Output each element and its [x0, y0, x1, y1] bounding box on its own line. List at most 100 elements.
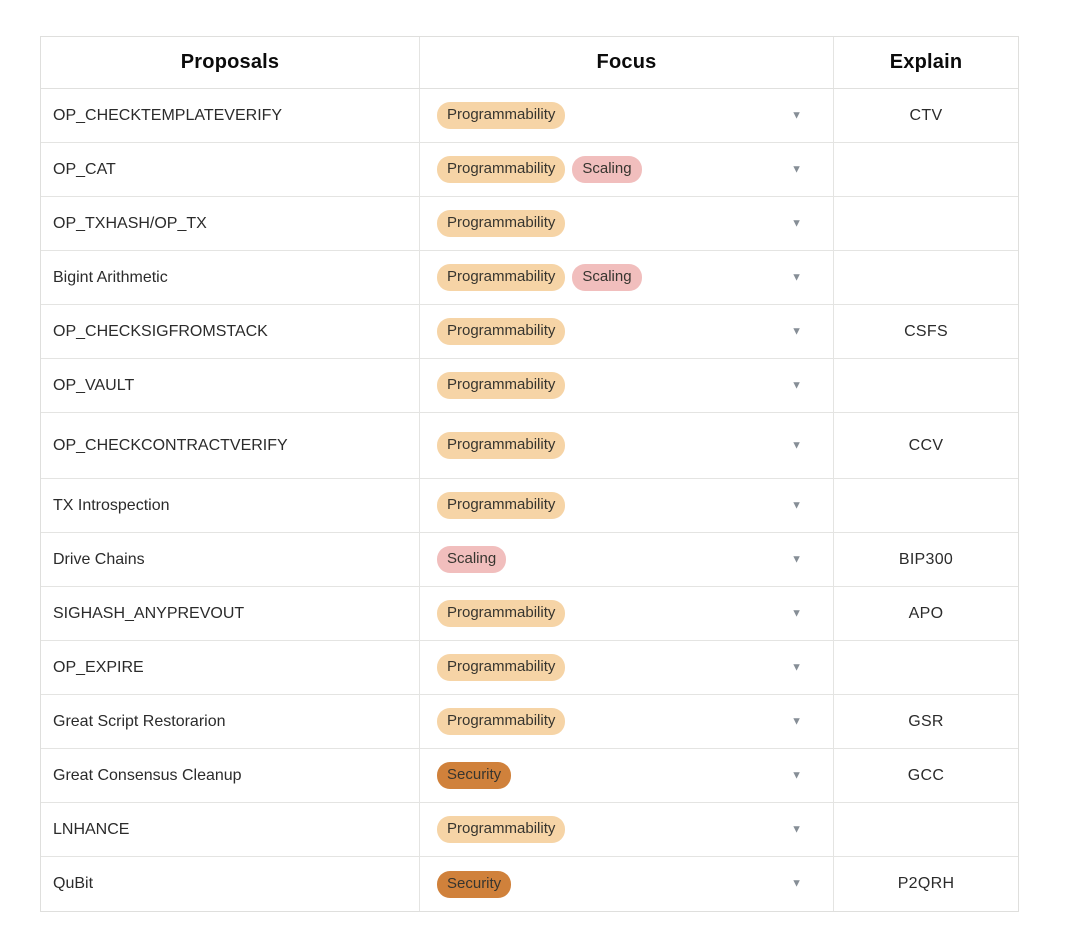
- dropdown-arrow-icon[interactable]: ▼: [791, 768, 802, 781]
- focus-tag-programmability: Programmability: [437, 156, 566, 183]
- focus-tags: Programmability: [437, 654, 572, 681]
- explain-value: P2QRH: [897, 875, 955, 892]
- proposal-cell: TX Introspection: [41, 479, 420, 532]
- dropdown-arrow-icon[interactable]: ▼: [791, 162, 802, 175]
- table-row: LNHANCE Programmability ▼: [41, 803, 1018, 857]
- proposal-cell: SIGHASH_ANYPREVOUT: [41, 587, 420, 640]
- focus-tags: Programmability: [437, 372, 572, 399]
- focus-select-cell[interactable]: Programmability ▼: [420, 587, 834, 640]
- focus-tags: Programmability: [437, 432, 572, 459]
- focus-tag-programmability: Programmability: [437, 816, 566, 843]
- dropdown-arrow-icon[interactable]: ▼: [791, 270, 802, 283]
- focus-tags: Programmability: [437, 492, 572, 519]
- table-row: Great Consensus Cleanup Security ▼ GCC: [41, 749, 1018, 803]
- explain-cell: [834, 803, 1018, 856]
- focus-select-cell[interactable]: Programmability ▼: [420, 479, 834, 532]
- proposal-name: Great Script Restorarion: [53, 712, 226, 730]
- focus-select-cell[interactable]: Programmability ▼: [420, 359, 834, 412]
- proposal-name: Drive Chains: [53, 550, 145, 568]
- focus-tags: Programmability: [437, 600, 572, 627]
- proposal-cell: OP_CAT: [41, 143, 420, 196]
- focus-select-cell[interactable]: Programmability ▼: [420, 413, 834, 478]
- explain-cell: P2QRH: [834, 857, 1018, 911]
- proposal-cell: OP_TXHASH/OP_TX: [41, 197, 420, 250]
- proposal-name: OP_CHECKTEMPLATEVERIFY: [53, 106, 283, 124]
- focus-select-cell[interactable]: Programmability ▼: [420, 89, 834, 142]
- proposal-name: OP_CAT: [53, 160, 116, 178]
- dropdown-arrow-icon[interactable]: ▼: [791, 606, 802, 619]
- focus-tags: Programmability: [437, 816, 572, 843]
- focus-select-cell[interactable]: Security ▼: [420, 857, 834, 911]
- table-row: OP_CAT Programmability Scaling ▼: [41, 143, 1018, 197]
- dropdown-arrow-icon[interactable]: ▼: [791, 108, 802, 121]
- focus-tags: Programmability Scaling: [437, 264, 649, 291]
- proposal-cell: OP_CHECKCONTRACTVERIFY: [41, 413, 420, 478]
- explain-cell: [834, 143, 1018, 196]
- proposal-cell: OP_CHECKSIGFROMSTACK: [41, 305, 420, 358]
- table-row: QuBit Security ▼ P2QRH: [41, 857, 1018, 911]
- focus-tag-programmability: Programmability: [437, 654, 566, 681]
- proposal-cell: Bigint Arithmetic: [41, 251, 420, 304]
- dropdown-arrow-icon[interactable]: ▼: [791, 378, 802, 391]
- proposal-name: SIGHASH_ANYPREVOUT: [53, 604, 245, 622]
- table-row: Bigint Arithmetic Programmability Scaling…: [41, 251, 1018, 305]
- focus-select-cell[interactable]: Programmability ▼: [420, 803, 834, 856]
- focus-select-cell[interactable]: Programmability ▼: [420, 695, 834, 748]
- focus-select-cell[interactable]: Security ▼: [420, 749, 834, 802]
- proposal-name: QuBit: [53, 875, 94, 892]
- table-row: OP_TXHASH/OP_TX Programmability ▼: [41, 197, 1018, 251]
- column-header-label: Explain: [889, 51, 963, 73]
- focus-tags: Programmability: [437, 210, 572, 237]
- dropdown-arrow-icon[interactable]: ▼: [791, 877, 802, 890]
- column-header-proposals: Proposals: [41, 37, 420, 88]
- dropdown-arrow-icon[interactable]: ▼: [791, 324, 802, 337]
- focus-select-cell[interactable]: Programmability ▼: [420, 305, 834, 358]
- focus-tags: Programmability: [437, 708, 572, 735]
- focus-tag-security: Security: [437, 762, 512, 789]
- explain-value: CSFS: [904, 322, 948, 340]
- dropdown-arrow-icon[interactable]: ▼: [791, 822, 802, 835]
- focus-tag-programmability: Programmability: [437, 708, 566, 735]
- table-header-row: Proposals Focus Explain: [41, 37, 1018, 89]
- focus-select-cell[interactable]: Programmability ▼: [420, 197, 834, 250]
- explain-value: CCV: [908, 436, 944, 454]
- focus-select-cell[interactable]: Programmability Scaling ▼: [420, 251, 834, 304]
- proposal-name: Bigint Arithmetic: [53, 268, 168, 286]
- focus-tag-programmability: Programmability: [437, 432, 566, 459]
- proposal-cell: Great Script Restorarion: [41, 695, 420, 748]
- proposal-name: OP_EXPIRE: [53, 658, 144, 676]
- proposal-cell: Drive Chains: [41, 533, 420, 586]
- focus-select-cell[interactable]: Programmability Scaling ▼: [420, 143, 834, 196]
- focus-tag-scaling: Scaling: [572, 264, 642, 291]
- focus-tag-programmability: Programmability: [437, 492, 566, 519]
- proposal-name: OP_TXHASH/OP_TX: [53, 214, 207, 232]
- proposal-name: Great Consensus Cleanup: [53, 766, 242, 784]
- focus-tag-programmability: Programmability: [437, 210, 566, 237]
- proposal-name: OP_VAULT: [53, 376, 135, 394]
- focus-tag-security: Security: [437, 870, 512, 898]
- proposal-name: OP_CHECKCONTRACTVERIFY: [53, 436, 288, 454]
- explain-cell: CCV: [834, 413, 1018, 478]
- explain-cell: [834, 197, 1018, 250]
- focus-select-cell[interactable]: Scaling ▼: [420, 533, 834, 586]
- table-row: OP_EXPIRE Programmability ▼: [41, 641, 1018, 695]
- dropdown-arrow-icon[interactable]: ▼: [791, 216, 802, 229]
- dropdown-arrow-icon[interactable]: ▼: [791, 552, 802, 565]
- table-row: Great Script Restorarion Programmability…: [41, 695, 1018, 749]
- table-row: OP_CHECKTEMPLATEVERIFY Programmability ▼…: [41, 89, 1018, 143]
- dropdown-arrow-icon[interactable]: ▼: [791, 438, 802, 451]
- focus-tags: Security: [437, 870, 518, 898]
- explain-cell: [834, 641, 1018, 694]
- proposal-name: LNHANCE: [53, 820, 130, 838]
- proposal-cell: OP_EXPIRE: [41, 641, 420, 694]
- column-header-label: Proposals: [180, 51, 280, 73]
- explain-cell: GSR: [834, 695, 1018, 748]
- table-row: OP_CHECKSIGFROMSTACK Programmability ▼ C…: [41, 305, 1018, 359]
- dropdown-arrow-icon[interactable]: ▼: [791, 660, 802, 673]
- explain-value: APO: [908, 604, 944, 622]
- focus-select-cell[interactable]: Programmability ▼: [420, 641, 834, 694]
- focus-tag-programmability: Programmability: [437, 264, 566, 291]
- dropdown-arrow-icon[interactable]: ▼: [791, 498, 802, 511]
- dropdown-arrow-icon[interactable]: ▼: [791, 714, 802, 727]
- explain-cell: [834, 251, 1018, 304]
